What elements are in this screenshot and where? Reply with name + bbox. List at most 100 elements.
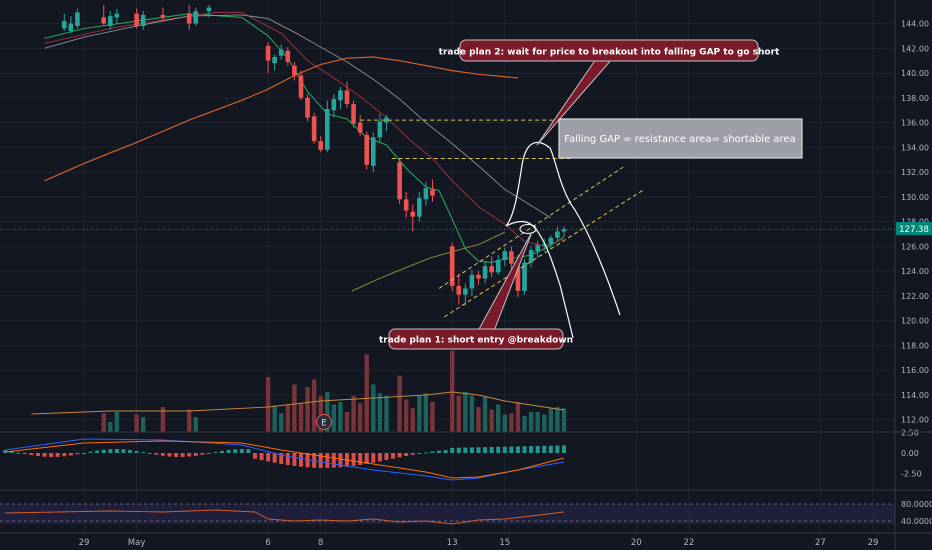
price-tick-label: 114.00 xyxy=(901,391,929,400)
candle-body xyxy=(160,14,166,18)
volume-bar xyxy=(338,402,343,432)
macd-histogram-bar xyxy=(331,453,336,468)
volume-bar xyxy=(384,395,389,432)
macd-histogram-bar xyxy=(325,453,330,468)
last-price-tag xyxy=(896,222,932,235)
candle-body xyxy=(193,11,199,24)
candle-body xyxy=(331,99,337,111)
macd-histogram-bar xyxy=(180,453,185,457)
candle-body xyxy=(463,288,468,295)
volume-bar xyxy=(515,402,521,432)
candle-body xyxy=(476,274,481,279)
time-tick-label: 27 xyxy=(815,538,826,548)
volume-bar xyxy=(298,403,304,432)
macd-histogram-bar xyxy=(351,453,356,466)
volume-bar xyxy=(403,399,409,432)
callout-box-plan-1[interactable] xyxy=(388,328,564,350)
candle-body xyxy=(495,259,501,273)
time-tick-label: May xyxy=(128,538,146,548)
time-tick-label: 15 xyxy=(499,538,510,548)
candle-body xyxy=(384,117,389,123)
macd-histogram-bar xyxy=(187,453,192,457)
candle-body xyxy=(535,245,540,252)
macd-histogram-bar xyxy=(555,445,560,453)
macd-histogram-bar xyxy=(417,453,422,454)
macd-histogram-bar xyxy=(16,452,21,454)
candlesticks xyxy=(61,5,567,306)
macd-histogram-bar xyxy=(226,449,231,453)
candle-body xyxy=(285,50,291,62)
macd-histogram-bar xyxy=(272,453,277,463)
candle-body xyxy=(561,229,567,232)
candle-body xyxy=(61,21,67,29)
earnings-marker[interactable] xyxy=(316,414,332,430)
volume-bar xyxy=(450,350,455,432)
macd-histogram-bar xyxy=(82,453,86,454)
candle-body xyxy=(423,188,429,200)
macd-histogram-bar xyxy=(509,446,514,453)
candle-body xyxy=(298,75,304,98)
candle-body xyxy=(430,189,435,196)
macd-histogram-bar xyxy=(483,447,488,453)
price-tick-label: 138.00 xyxy=(901,94,929,103)
candle-body xyxy=(318,141,323,150)
volume-bar xyxy=(265,377,271,432)
macd-histogram-bar xyxy=(384,453,389,461)
macd-histogram-bar xyxy=(101,449,106,453)
callout-text-plan-2: trade plan 2: wait for price to breakout… xyxy=(439,48,780,58)
candle-body xyxy=(482,266,488,279)
price-tick-label: 134.00 xyxy=(901,143,929,152)
volume-bar xyxy=(417,395,422,432)
candle-body xyxy=(311,116,317,142)
macd-histogram-bar xyxy=(522,446,527,453)
candle-body xyxy=(489,266,494,273)
candle-body xyxy=(278,49,284,56)
volume-bar xyxy=(325,392,330,432)
candle-body xyxy=(68,23,74,31)
callout-box-plan-2[interactable] xyxy=(459,39,759,62)
gap-label-box[interactable] xyxy=(558,118,803,159)
macd-histogram-bar xyxy=(502,446,507,453)
rsi-panel: 80.0000 40.0000 xyxy=(0,500,932,526)
macd-histogram-bar xyxy=(95,450,100,453)
candle-body xyxy=(469,274,475,289)
volume-bar xyxy=(423,393,429,432)
macd-histogram-bar xyxy=(68,453,73,456)
macd-histogram-bar xyxy=(338,453,343,468)
volume-bar xyxy=(535,412,540,432)
candle-body xyxy=(502,251,508,260)
macd-histogram-bar xyxy=(463,447,468,453)
macd-histogram-bar xyxy=(430,451,435,453)
macd-histogram-bar xyxy=(542,445,547,453)
price-tick-label: 112.00 xyxy=(901,416,929,425)
volume-bar xyxy=(279,413,284,432)
price-tick-label: 136.00 xyxy=(901,119,929,128)
time-axis[interactable]: 29May68131520222729Jun xyxy=(79,538,932,548)
volume-bar xyxy=(410,408,415,432)
macd-histogram-bar xyxy=(377,453,382,462)
breakdown-circle xyxy=(519,223,537,235)
macd-histogram-bar xyxy=(22,453,27,454)
macd-histogram-bar xyxy=(318,453,323,468)
time-tick-label: 29 xyxy=(868,538,879,548)
volume-bar xyxy=(101,413,106,432)
macd-histogram-bar xyxy=(246,449,251,453)
macd-histogram-bar xyxy=(285,453,290,466)
volume-bar xyxy=(469,395,475,432)
time-tick-label: 13 xyxy=(447,538,458,548)
candle-body xyxy=(449,246,455,286)
time-tick-label: 8 xyxy=(318,538,323,548)
candle-body xyxy=(101,17,107,24)
volume-bar xyxy=(371,384,376,432)
volume-bar xyxy=(292,384,297,432)
price-tick-label: 142.00 xyxy=(901,44,929,53)
volume-bars xyxy=(31,350,567,432)
macd-histogram-bar xyxy=(42,453,47,457)
price-tick-label: 118.00 xyxy=(901,341,929,350)
price-tick-label: 124.00 xyxy=(901,267,929,276)
macd-histogram-bar xyxy=(75,453,80,455)
volume-bar xyxy=(305,387,310,432)
macd-histogram-bar xyxy=(548,445,553,453)
macd-histogram-bar xyxy=(437,450,442,453)
earnings-marker-label[interactable]: E xyxy=(321,419,327,429)
